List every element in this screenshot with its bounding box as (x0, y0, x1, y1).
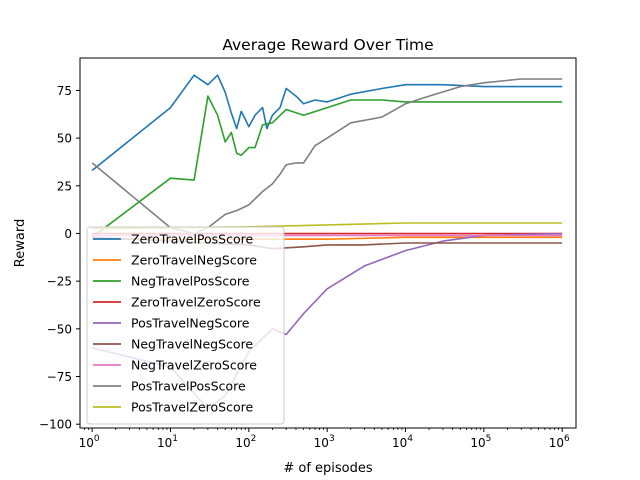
y-tick-label: 75 (57, 84, 72, 98)
x-tick-label: 100 (79, 434, 100, 450)
series-line-2 (91, 95, 563, 238)
legend-box (86, 226, 285, 425)
legend-label: PosTravelZeroScore (131, 400, 253, 415)
y-tick-label: 25 (57, 179, 72, 193)
legend-label: ZeroTravelPosScore (131, 232, 253, 247)
x-axis-label: # of episodes (283, 461, 373, 476)
legend-label: PosTravelNegScore (131, 316, 250, 331)
series-line-0 (91, 74, 563, 172)
x-tick-label: 101 (157, 434, 178, 450)
legend-label: ZeroTravelNegScore (131, 253, 257, 268)
series-line-7 (91, 78, 563, 235)
y-tick-label: 0 (64, 227, 72, 241)
legend-label: NegTravelPosScore (131, 274, 250, 289)
y-tick-label: −25 (47, 275, 72, 289)
y-tick-label: −50 (47, 322, 72, 336)
legend-label: NegTravelZeroScore (131, 358, 257, 373)
y-tick-label: 50 (57, 132, 72, 146)
legend-label: ZeroTravelZeroScore (131, 295, 261, 310)
x-tick-label: 102 (235, 434, 256, 450)
legend-label: NegTravelNegScore (131, 337, 253, 352)
x-tick-label: 105 (470, 434, 491, 450)
x-tick-label: 104 (392, 434, 413, 450)
legend-label: PosTravelPosScore (131, 379, 246, 394)
x-tick-label: 103 (314, 434, 335, 450)
y-tick-label: −100 (39, 418, 72, 432)
y-tick-label: −75 (47, 370, 72, 384)
x-tick-label: 106 (549, 434, 570, 450)
y-axis-label: Reward (13, 219, 28, 267)
chart-title: Average Reward Over Time (222, 36, 433, 54)
plot-frame (79, 57, 577, 429)
